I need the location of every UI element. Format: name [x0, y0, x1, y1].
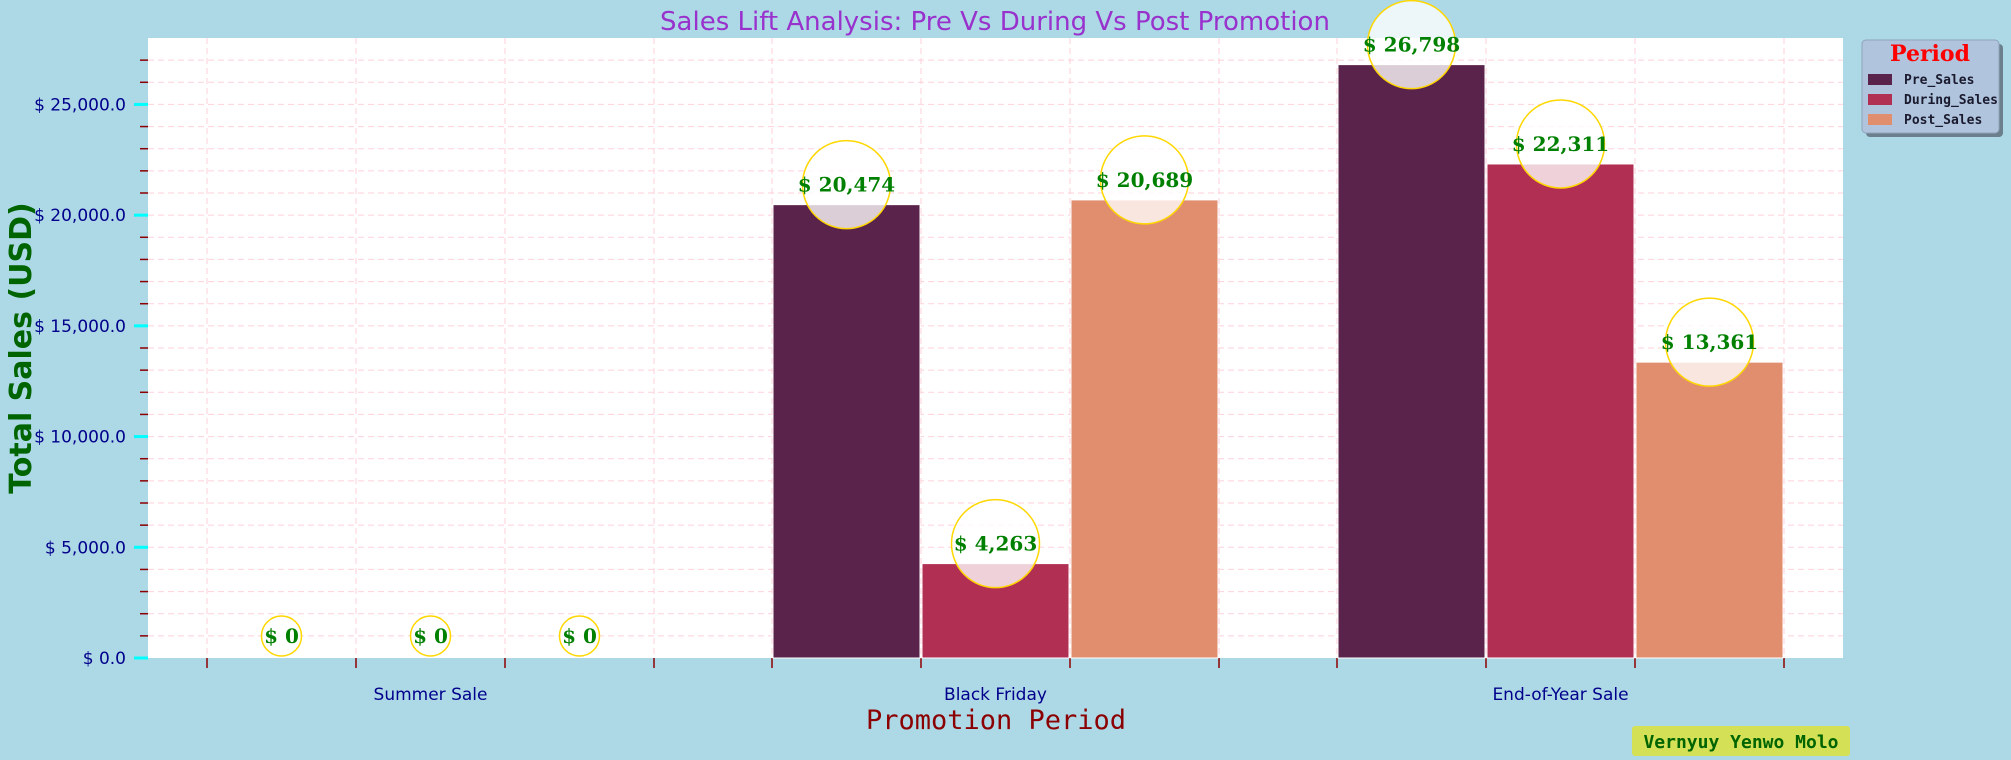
data-label: $ 0	[413, 624, 448, 648]
legend-title: Period	[1890, 41, 1970, 67]
watermark-text: Vernyuy Yenwo Molo	[1643, 732, 1838, 753]
y-tick-label: $ 25,000.0	[34, 95, 126, 115]
y-tick-label: $ 20,000.0	[34, 206, 126, 226]
legend-item-label: During_Sales	[1904, 93, 1998, 108]
chart-title: Sales Lift Analysis: Pre Vs During Vs Po…	[660, 7, 1330, 37]
legend-swatch	[1868, 74, 1892, 85]
data-label: $ 0	[264, 624, 299, 648]
data-label: $ 22,311	[1512, 132, 1609, 156]
data-label: $ 4,263	[954, 532, 1038, 556]
legend: Period Pre_Sales During_Sales Post_Sales	[1862, 40, 2003, 137]
legend-swatch	[1868, 114, 1892, 125]
data-label: $ 13,361	[1661, 330, 1758, 354]
bar	[1071, 200, 1218, 658]
x-tick-label: Summer Sale	[374, 685, 488, 705]
bar	[1487, 164, 1634, 658]
bar	[1636, 362, 1783, 658]
data-label: $ 0	[562, 624, 597, 648]
y-axis-title: Total Sales (USD)	[4, 202, 39, 493]
bar	[1338, 65, 1485, 658]
y-tick-label: $ 5,000.0	[45, 538, 126, 558]
watermark: Vernyuy Yenwo Molo	[1632, 726, 1850, 756]
y-tick-label: $ 0.0	[83, 649, 126, 669]
x-tick-label: Black Friday	[944, 685, 1047, 705]
data-label: $ 20,474	[798, 173, 896, 197]
x-axis-title: Promotion Period	[866, 705, 1126, 736]
x-tick-label: End-of-Year Sale	[1492, 685, 1628, 705]
y-axis: $ 0.0 $ 5,000.0 $ 10,000.0 $ 15,000.0 $ 20,0…	[34, 60, 148, 669]
bar	[773, 205, 920, 658]
legend-item-label: Post_Sales	[1904, 113, 1982, 128]
legend-item-label: Pre_Sales	[1904, 73, 1974, 88]
y-tick-label: $ 10,000.0	[34, 428, 126, 448]
data-label: $ 26,798	[1363, 33, 1460, 57]
y-tick-label: $ 15,000.0	[34, 317, 126, 337]
data-label: $ 20,689	[1096, 168, 1193, 192]
x-axis: Summer Sale Black Friday End-of-Year Sale	[207, 658, 1784, 705]
legend-swatch	[1868, 94, 1892, 105]
